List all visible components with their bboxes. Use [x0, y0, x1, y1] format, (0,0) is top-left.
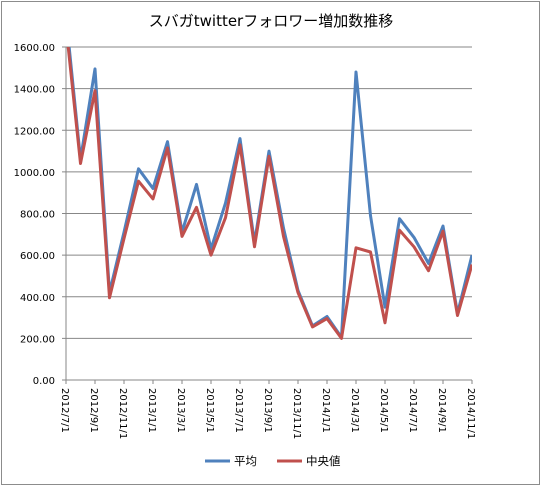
y-tick-label: 1400.00 — [14, 85, 55, 96]
y-tick-label: 800.00 — [20, 210, 55, 221]
legend-label: 中央値 — [306, 454, 341, 468]
y-tick-label: 600.00 — [20, 251, 55, 262]
legend: 平均 中央値 — [205, 454, 341, 468]
x-tick-label: 2014/3/1 — [349, 388, 360, 433]
x-tick-label: 2013/9/1 — [262, 388, 273, 433]
x-tick-label: 2014/11/1 — [465, 388, 476, 439]
y-axis-ticks: 0.00 200.00 400.00 600.00 800.00 1000.00 1200.… — [14, 43, 66, 387]
y-tick-label: 1600.00 — [14, 43, 55, 54]
x-tick-label: 2012/11/1 — [117, 388, 128, 439]
x-tick-label: 2013/1/1 — [146, 388, 157, 433]
y-tick-label: 0.00 — [33, 376, 55, 387]
series-line-1 — [66, 47, 472, 340]
x-tick-label: 2013/11/1 — [291, 388, 302, 439]
x-tick-label: 2014/9/1 — [436, 388, 447, 433]
y-tick-label: 1000.00 — [14, 168, 55, 179]
x-tick-label: 2014/7/1 — [407, 388, 418, 433]
y-tick-label: 1200.00 — [14, 126, 55, 137]
x-axis-ticks: 2012/7/1 2012/9/1 2012/11/1 2013/1/1 2013/3/… — [59, 380, 476, 439]
series-line-0 — [67, 47, 472, 339]
x-tick-label: 2013/3/1 — [175, 388, 186, 433]
x-tick-label: 2012/9/1 — [88, 388, 99, 433]
x-tick-label: 2014/5/1 — [378, 388, 389, 433]
y-tick-label: 400.00 — [20, 293, 55, 304]
y-tick-label: 200.00 — [20, 334, 55, 345]
legend-label: 平均 — [234, 454, 257, 468]
series-lines — [66, 47, 472, 340]
x-tick-label: 2012/7/1 — [59, 388, 70, 433]
grid-lines — [66, 46, 472, 339]
x-tick-label: 2013/7/1 — [233, 388, 244, 433]
x-tick-label: 2014/1/1 — [320, 388, 331, 433]
chart-title: スバガtwitterフォロワー増加数推移 — [149, 12, 393, 30]
x-tick-label: 2013/5/1 — [204, 388, 215, 433]
